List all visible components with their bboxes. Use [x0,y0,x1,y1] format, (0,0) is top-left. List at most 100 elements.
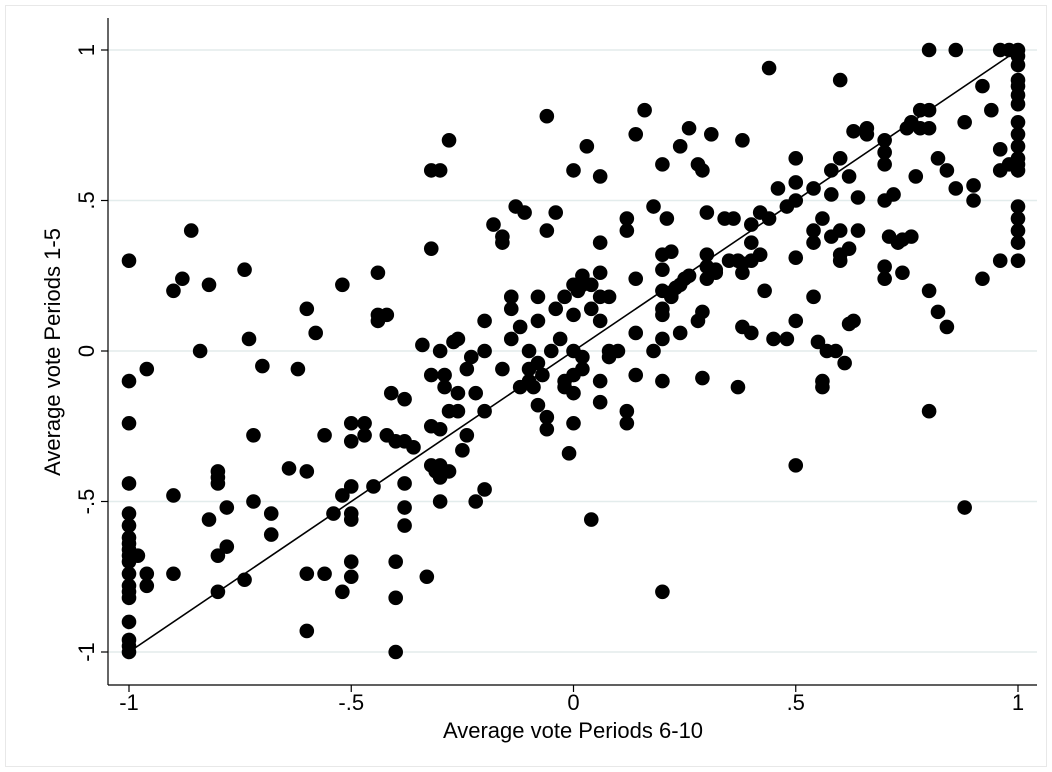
data-point-25 [166,566,181,582]
data-point-99 [437,367,452,383]
data-point-111 [463,349,479,365]
data-point-308 [975,78,990,94]
data-point-223 [730,379,746,395]
data-point-51 [299,623,315,639]
data-point-44 [263,506,279,521]
data-point-38 [237,262,252,278]
data-point-5 [121,518,137,533]
data-point-254 [815,379,830,395]
data-point-113 [468,494,484,509]
data-point-260 [832,72,848,88]
data-point-0 [121,253,137,268]
data-point-26 [175,271,190,287]
data-point-57 [335,488,350,503]
data-point-72 [379,307,395,323]
data-point-168 [592,265,608,281]
data-point-299 [939,163,955,178]
data-point-167 [592,235,608,250]
data-point-294 [921,120,937,136]
data-point-275 [877,133,892,148]
data-point-42 [246,494,261,509]
data-point-40 [241,331,257,347]
data-point-210 [695,304,710,320]
data-point-183 [628,325,644,341]
data-point-209 [695,163,710,178]
data-point-115 [477,343,492,359]
data-point-180 [619,415,635,431]
data-point-252 [815,211,830,226]
data-point-144 [548,301,564,317]
data-point-171 [592,373,608,389]
data-point-166 [592,169,608,184]
data-point-184 [628,367,644,383]
data-point-329 [1010,199,1026,214]
data-point-84 [406,440,421,455]
data-point-325 [1010,139,1026,154]
data-point-179 [619,403,635,419]
data-point-282 [886,187,901,202]
data-point-105 [450,331,466,347]
data-point-226 [735,265,750,281]
data-point-293 [921,102,937,118]
data-point-81 [397,476,412,491]
data-point-162 [579,139,595,154]
data-point-234 [757,283,772,299]
data-point-21 [139,566,155,582]
data-point-101 [441,133,457,148]
data-point-79 [397,391,412,407]
data-point-247 [806,181,821,196]
data-point-98 [432,494,448,509]
data-point-259 [828,343,844,359]
data-point-244 [788,250,804,265]
data-point-58 [335,584,350,600]
data-point-123 [503,301,519,317]
data-point-302 [948,181,964,196]
data-point-136 [530,397,546,413]
data-point-124 [503,331,519,347]
data-point-63 [343,512,359,527]
data-point-14 [121,590,137,606]
data-point-330 [1010,211,1026,226]
data-point-313 [992,253,1008,268]
data-point-78 [388,644,404,660]
data-point-85 [415,337,430,353]
data-point-203 [672,325,688,341]
data-point-24 [166,488,181,503]
data-point-186 [646,199,661,214]
x-tick-label-0: -1 [119,690,139,715]
data-point-3 [121,476,137,491]
data-point-103 [441,464,457,479]
data-point-245 [788,313,804,329]
data-point-110 [459,427,475,443]
data-point-67 [357,427,372,443]
data-point-140 [539,409,555,425]
data-point-11 [121,566,137,582]
data-point-172 [592,394,608,410]
data-point-156 [566,415,581,431]
data-point-235 [761,60,777,76]
data-point-176 [610,343,626,359]
data-point-276 [877,145,892,160]
data-point-100 [437,379,452,395]
data-point-311 [992,142,1008,157]
data-point-35 [210,584,226,600]
data-point-161 [575,361,590,377]
data-point-164 [583,301,599,317]
data-point-190 [655,262,670,278]
data-point-132 [526,379,541,395]
data-point-93 [432,163,448,178]
data-point-194 [655,331,670,347]
data-point-241 [788,151,804,166]
data-point-297 [930,151,946,166]
data-point-322 [1010,96,1026,112]
data-point-47 [290,361,306,377]
data-point-269 [846,123,861,139]
data-point-261 [832,151,848,166]
data-point-141 [539,421,555,437]
data-point-46 [281,461,297,476]
data-point-50 [299,566,315,582]
y-tick-label-3: .5 [74,191,99,209]
data-point-257 [824,187,839,202]
data-point-61 [343,479,359,494]
data-point-304 [957,500,972,515]
